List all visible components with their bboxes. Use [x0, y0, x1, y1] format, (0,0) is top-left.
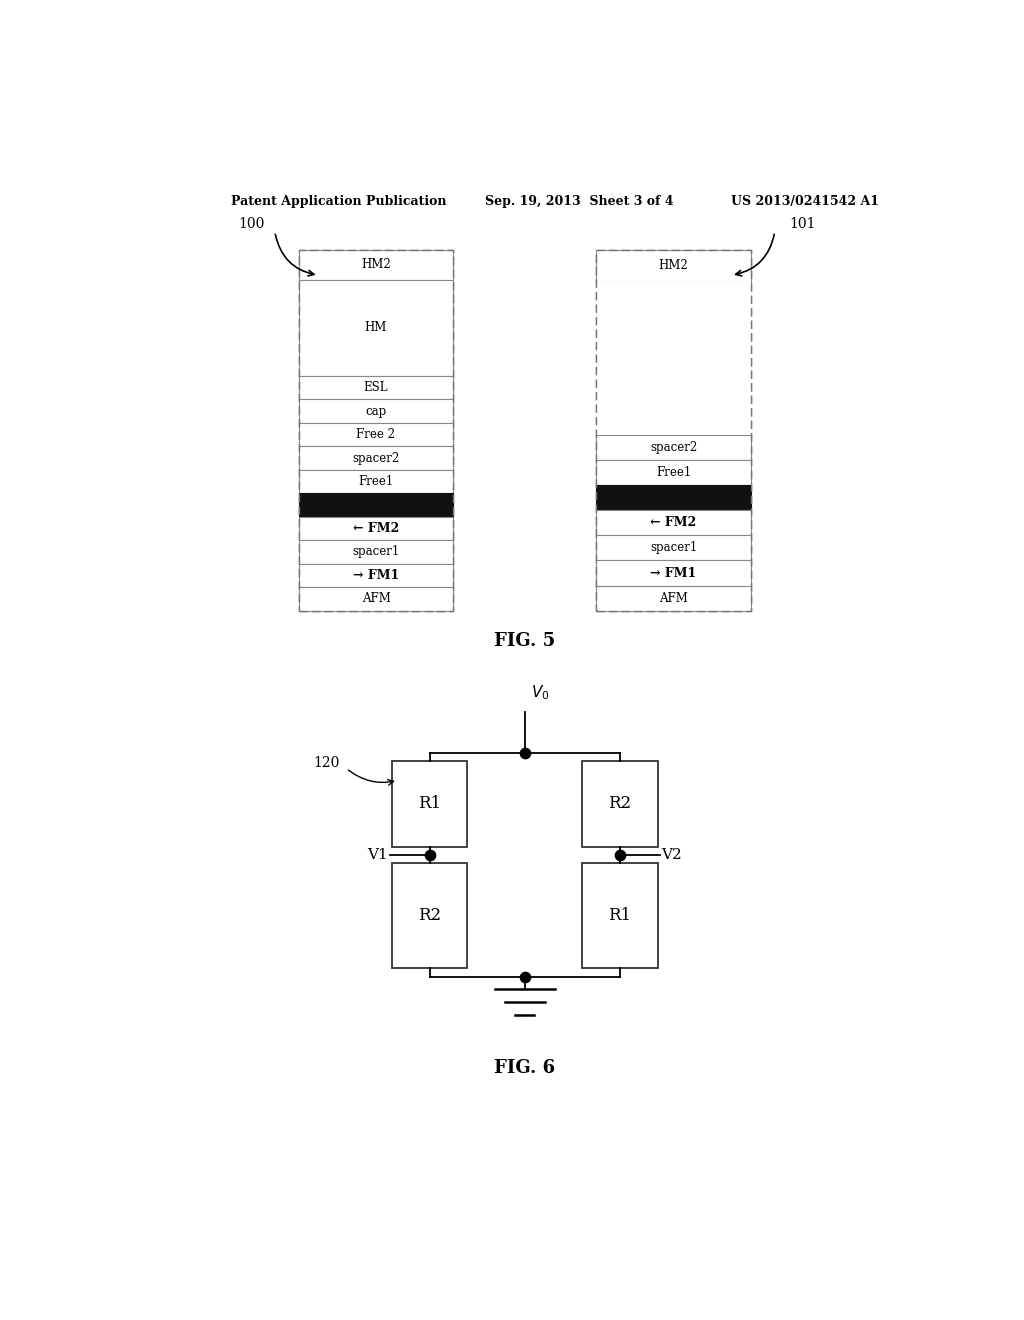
Bar	[299, 564, 454, 587]
Bar	[392, 762, 467, 846]
Bar	[299, 400, 454, 422]
Text: $V_0$: $V_0$	[531, 684, 550, 702]
Text: ESL: ESL	[364, 381, 388, 395]
Bar	[596, 484, 751, 511]
Point	[516, 742, 532, 763]
Text: R1: R1	[608, 907, 632, 924]
Text: V2: V2	[662, 847, 682, 862]
Text: FIG. 6: FIG. 6	[495, 1059, 555, 1077]
Point	[516, 966, 532, 987]
Text: spacer1: spacer1	[352, 545, 399, 558]
Text: Free 2: Free 2	[356, 428, 395, 441]
Bar	[299, 587, 454, 611]
Bar	[596, 536, 751, 561]
Bar	[596, 282, 751, 434]
Bar	[596, 459, 751, 484]
Point	[611, 843, 628, 865]
Text: 120: 120	[313, 756, 340, 770]
Text: ← FM2: ← FM2	[650, 516, 696, 529]
Text: cap: cap	[366, 404, 387, 417]
Text: spacer1: spacer1	[650, 541, 697, 554]
Text: 100: 100	[238, 218, 264, 231]
Text: US 2013/0241542 A1: US 2013/0241542 A1	[731, 194, 880, 207]
Text: HM2: HM2	[658, 259, 688, 272]
Text: Free1: Free1	[656, 466, 691, 479]
Text: Free1: Free1	[358, 475, 393, 488]
Text: HM: HM	[365, 321, 387, 334]
Bar	[596, 561, 751, 586]
Bar	[596, 586, 751, 611]
Text: AFM: AFM	[659, 591, 688, 605]
Text: spacer2: spacer2	[352, 451, 399, 465]
Text: R2: R2	[608, 796, 632, 812]
Bar	[583, 863, 657, 969]
Bar	[596, 249, 751, 282]
Bar	[299, 249, 454, 280]
Bar	[596, 249, 751, 611]
Bar	[299, 376, 454, 400]
Text: R2: R2	[418, 907, 441, 924]
Bar	[299, 249, 454, 611]
Bar	[299, 422, 454, 446]
Bar	[596, 434, 751, 459]
Text: V1: V1	[368, 847, 388, 862]
Bar	[299, 470, 454, 494]
Text: Sep. 19, 2013  Sheet 3 of 4: Sep. 19, 2013 Sheet 3 of 4	[485, 194, 674, 207]
Text: AFM: AFM	[361, 593, 390, 606]
Text: spacer2: spacer2	[650, 441, 697, 454]
Point	[422, 843, 438, 865]
Text: FIG. 5: FIG. 5	[495, 632, 555, 651]
Text: R1: R1	[418, 796, 441, 812]
Bar	[299, 540, 454, 564]
Bar	[299, 280, 454, 376]
Text: ← FM2: ← FM2	[353, 521, 399, 535]
Bar	[299, 446, 454, 470]
Bar	[583, 762, 657, 846]
Bar	[299, 494, 454, 516]
Text: Patent Application Publication: Patent Application Publication	[231, 194, 446, 207]
Bar	[299, 249, 454, 611]
Text: → FM1: → FM1	[650, 566, 696, 579]
Bar	[299, 516, 454, 540]
Bar	[596, 249, 751, 611]
Bar	[596, 511, 751, 536]
Bar	[392, 863, 467, 969]
Text: HM2: HM2	[361, 259, 391, 272]
Text: 101: 101	[790, 218, 816, 231]
Text: → FM1: → FM1	[353, 569, 399, 582]
